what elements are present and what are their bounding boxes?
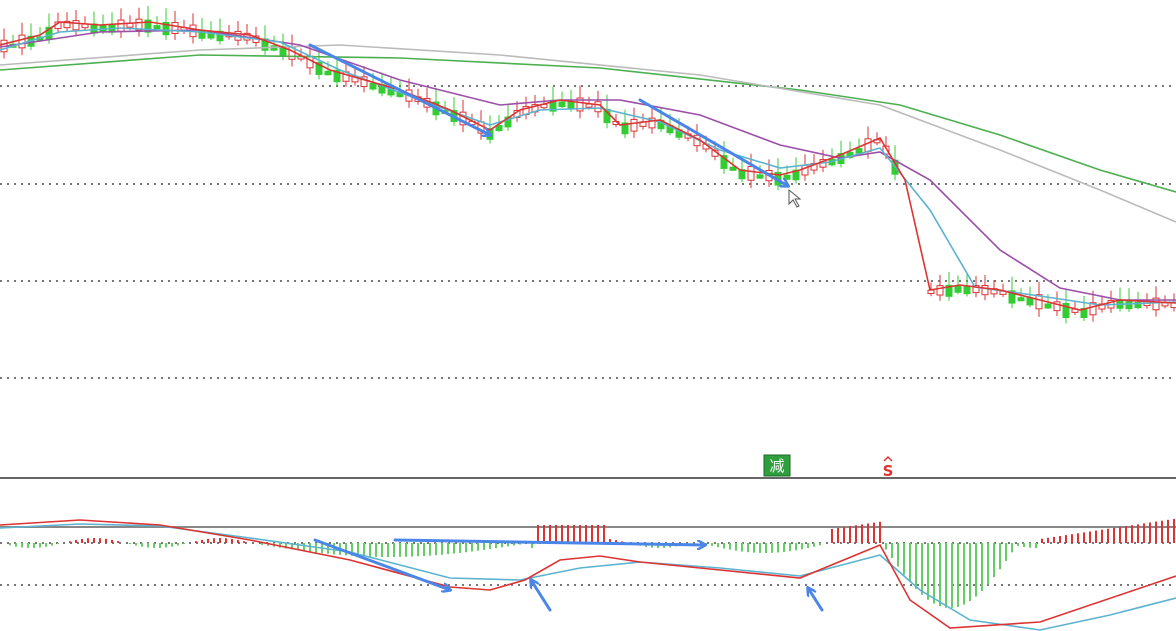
- candle-body: [1017, 297, 1025, 302]
- annotation-arrow: [313, 538, 450, 590]
- candle-body: [567, 101, 575, 110]
- annotation-arrow: [308, 43, 490, 135]
- candle-body: [630, 118, 638, 132]
- candle-body: [1008, 290, 1016, 304]
- candle-body: [369, 83, 377, 90]
- candle-body: [1152, 297, 1160, 311]
- candle-body: [1089, 302, 1097, 316]
- candle-body: [972, 284, 980, 294]
- candle-body: [495, 124, 503, 132]
- mouse-cursor: [788, 188, 802, 208]
- candle-body: [315, 62, 323, 75]
- candle-body: [18, 34, 26, 49]
- price-line: [0, 21, 1176, 311]
- candle-body: [306, 55, 314, 69]
- candle-body: [783, 174, 791, 180]
- histogram: [9, 518, 1175, 608]
- sell-arrow: [883, 455, 893, 462]
- candle-body: [648, 117, 656, 129]
- candle-body: [333, 69, 341, 83]
- candle-body: [135, 18, 143, 31]
- candle-body: [72, 20, 80, 31]
- candle-body: [1044, 303, 1052, 309]
- sell-label: S: [883, 462, 894, 480]
- candle-body: [882, 145, 890, 155]
- candle-body: [927, 289, 935, 295]
- macd-line: [0, 519, 1176, 629]
- candle-body: [360, 76, 368, 88]
- candle-body: [162, 21, 170, 36]
- candle-body: [558, 101, 566, 108]
- candle-body: [1161, 302, 1169, 307]
- candle-body: [144, 19, 152, 33]
- ma-gray: [0, 44, 1176, 223]
- annotation-arrow: [393, 538, 705, 545]
- candle-body: [1053, 301, 1061, 312]
- annotation-arrow: [531, 580, 552, 612]
- ma-green: [0, 54, 1176, 193]
- candle-body: [729, 166, 737, 171]
- candle-body: [576, 97, 584, 112]
- candle-body: [864, 138, 872, 152]
- candle-body: [936, 285, 944, 296]
- candle-body: [1062, 302, 1070, 319]
- candle-body: [1134, 301, 1142, 309]
- candle-body: [756, 174, 764, 179]
- candle-body: [621, 122, 629, 135]
- candle-body: [117, 19, 125, 32]
- candle-body: [63, 20, 71, 29]
- candle-body: [954, 285, 962, 293]
- candle-body: [1035, 294, 1043, 310]
- annotation-arrow: [638, 98, 788, 186]
- reduce-label: 减: [769, 457, 784, 475]
- candle-body: [747, 166, 755, 181]
- candle-body: [963, 285, 971, 295]
- candle-body: [720, 155, 728, 169]
- candle-body: [153, 25, 161, 30]
- candle-body: [1026, 297, 1034, 306]
- annotation-arrow: [808, 588, 824, 612]
- reduce-badge: [763, 454, 791, 477]
- candle-body: [171, 22, 179, 34]
- candle-body: [945, 284, 953, 297]
- candle-body: [594, 101, 602, 113]
- candle-body: [324, 70, 332, 76]
- ma-blue: [0, 27, 1176, 306]
- candle-body: [981, 285, 989, 296]
